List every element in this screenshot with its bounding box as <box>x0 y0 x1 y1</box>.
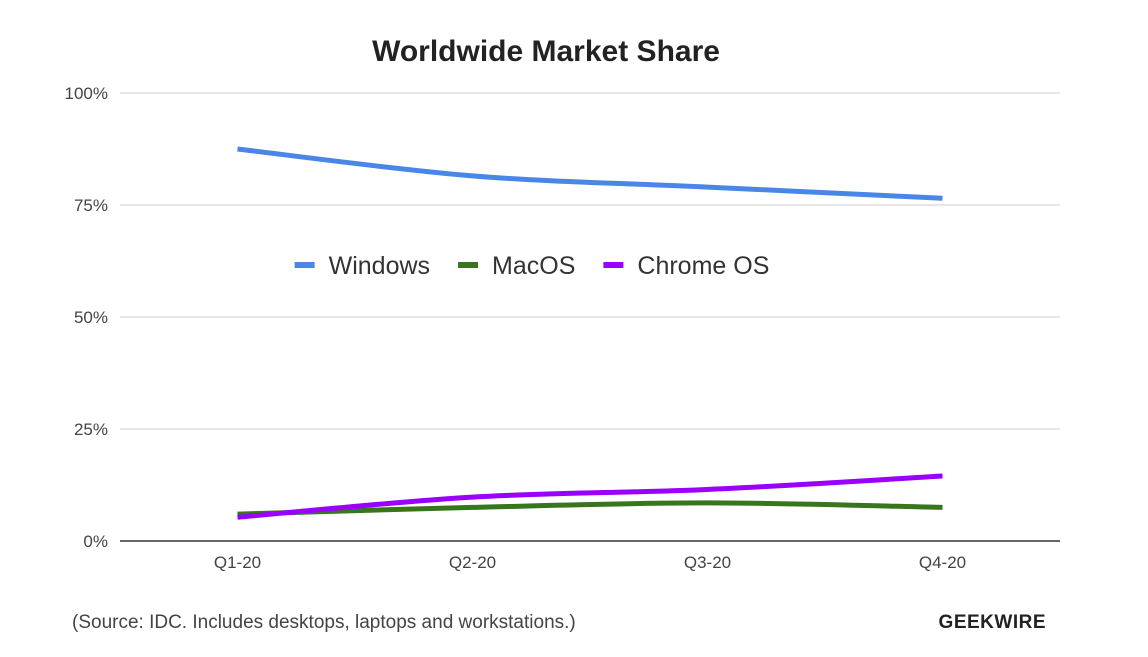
legend: Windows MacOS Chrome OS <box>294 252 769 280</box>
x-axis-tick-labels: Q1-20 Q2-20 Q3-20 Q4-20 <box>214 553 966 572</box>
legend-swatch <box>603 262 624 268</box>
geekwire-brand: GEEKWIRE <box>939 612 1046 633</box>
y-tick-label: 25% <box>74 420 108 439</box>
legend-item-macos: MacOS <box>458 252 575 280</box>
legend-label: MacOS <box>492 252 575 280</box>
y-tick-label: 0% <box>83 532 108 551</box>
series-lines <box>237 146 943 520</box>
x-tick-label: Q4-20 <box>919 553 966 572</box>
legend-swatch <box>294 262 315 268</box>
x-tick-label: Q2-20 <box>449 553 496 572</box>
legend-item-windows: Windows <box>294 252 430 280</box>
y-tick-label: 50% <box>74 308 108 327</box>
x-tick-label: Q1-20 <box>214 553 261 572</box>
y-tick-label: 75% <box>74 196 108 215</box>
x-tick-label: Q3-20 <box>684 553 731 572</box>
y-axis-tick-labels: 0% 25% 50% 75% 100% <box>65 84 108 551</box>
legend-swatch <box>458 262 479 268</box>
series-line-chrome-os <box>237 473 943 520</box>
legend-label: Windows <box>329 252 430 280</box>
y-tick-label: 100% <box>65 84 108 103</box>
source-note: (Source: IDC. Includes desktops, laptops… <box>72 612 576 633</box>
legend-label: Chrome OS <box>637 252 769 280</box>
series-line-macos <box>237 500 943 517</box>
gridlines <box>120 92 1060 542</box>
series-line-windows <box>237 146 943 201</box>
chart-title: Worldwide Market Share <box>372 35 720 68</box>
legend-item-chrome-os: Chrome OS <box>603 252 769 280</box>
